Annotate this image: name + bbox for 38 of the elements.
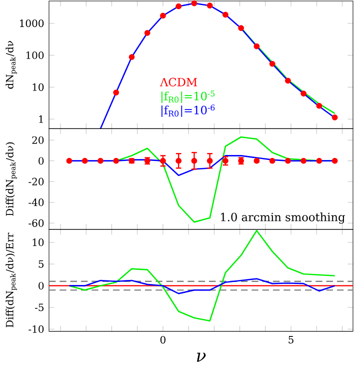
text: ΛCDM [160,78,197,86]
y-tick-label: 5 [38,260,44,268]
y-tick-label: -20 [28,178,44,186]
point [191,0,198,6]
point [269,60,276,67]
y-axis-title: dN$_{peak}$/dν [6,41,17,89]
y-tick-label: 1 [39,115,43,123]
point [300,90,306,97]
y-tick-label: 100 [26,51,44,60]
y-tick-label: 20 [32,136,44,144]
y-tick-label: -60 [28,219,44,227]
point [128,54,135,60]
y-axis-title: Diff(dN$_{peak}$/dν) [6,142,17,216]
text: |f$_{R0}$|=10$^{-6}$ [161,104,215,117]
x-axis-title: ν [196,352,206,362]
y-tick-label: 0 [38,157,44,165]
y-tick-label: -10 [28,325,44,333]
point [160,12,166,19]
y-tick-label: 0 [38,282,44,290]
y-tick-label: -40 [28,198,44,206]
annotation: 1.0 arcmin smoothing [221,212,345,224]
point [176,3,182,10]
point [254,43,260,50]
point [144,30,150,36]
y-tick-label: 10 [32,83,44,91]
line-series [68,278,336,294]
point [238,25,244,32]
y-tick-label: -5 [34,304,44,312]
point [206,2,213,9]
y-axis-title: Diff(dN$_{peak}$/dν)/Err [6,232,17,328]
point [332,114,338,120]
y-tick-label: 1000 [20,20,44,28]
y-tick-label: 10 [32,238,44,246]
point [222,12,228,18]
text: |f$_{R0}$|=10$^{-5}$ [161,90,215,103]
point [284,78,291,84]
point [316,102,322,109]
point [113,90,120,96]
